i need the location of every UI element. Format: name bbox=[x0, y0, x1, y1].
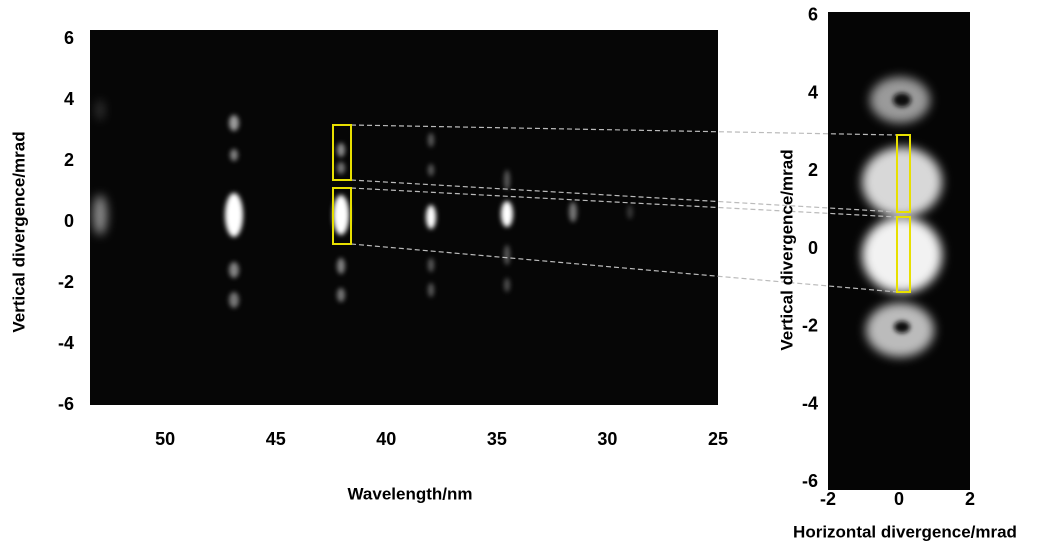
y-tick-label: -6 bbox=[802, 471, 818, 491]
x-axis-label: Wavelength/nm bbox=[348, 484, 473, 503]
y-tick-label: -6 bbox=[58, 394, 74, 414]
y-tick-label: -4 bbox=[802, 393, 818, 413]
x-tick-label: 25 bbox=[708, 429, 728, 449]
x-tick-label: -2 bbox=[820, 489, 836, 509]
y-tick-label: -4 bbox=[58, 333, 74, 353]
y-tick-label: 6 bbox=[64, 28, 74, 48]
y-tick-label: 0 bbox=[808, 238, 818, 258]
x-tick-label: 35 bbox=[487, 429, 507, 449]
y-axis-label: Vertical divergence/mrad bbox=[9, 131, 28, 332]
x-tick-label: 2 bbox=[965, 489, 975, 509]
y-tick-label: 6 bbox=[808, 5, 818, 25]
y-tick-label: 2 bbox=[808, 160, 818, 180]
x-axis-label: Horizontal divergence/mrad bbox=[793, 522, 1017, 541]
y-tick-label: -2 bbox=[802, 316, 818, 336]
y-tick-label: 4 bbox=[808, 82, 818, 102]
y-tick-label: 4 bbox=[64, 89, 74, 109]
selection-boxes bbox=[332, 124, 911, 293]
connectors bbox=[350, 124, 898, 293]
y-axis-label: Vertical divergence/mrad bbox=[777, 149, 796, 350]
spectrum-image bbox=[90, 30, 718, 405]
divergence-image bbox=[828, 12, 970, 490]
x-tick-label: 40 bbox=[376, 429, 396, 449]
x-tick-label: 50 bbox=[155, 429, 175, 449]
x-tick-label: 45 bbox=[266, 429, 286, 449]
y-tick-label: 0 bbox=[64, 211, 74, 231]
x-tick-label: 30 bbox=[597, 429, 617, 449]
y-tick-label: 2 bbox=[64, 150, 74, 170]
x-tick-label: 0 bbox=[894, 489, 904, 509]
y-tick-label: -2 bbox=[58, 272, 74, 292]
